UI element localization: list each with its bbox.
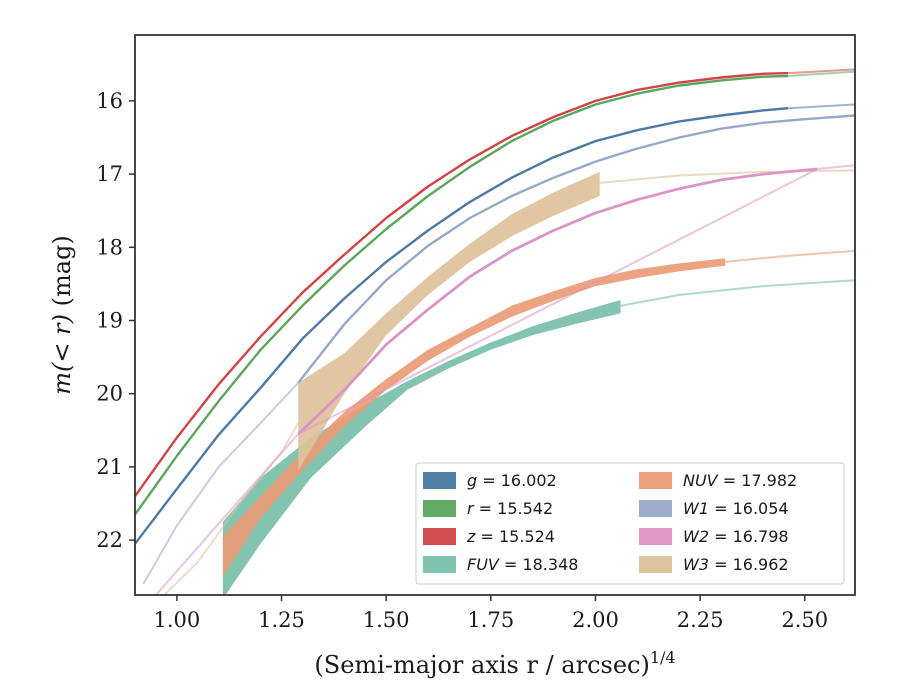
legend-label-fuv: FUV = 18.348 bbox=[467, 555, 578, 574]
legend-label-z: z = 15.524 bbox=[466, 527, 555, 546]
x-axis-title: (Semi-major axis r / arcsec)1/4 bbox=[314, 648, 675, 679]
y-tick-label: 18 bbox=[96, 235, 123, 259]
legend-value: = 15.542 bbox=[474, 499, 554, 518]
series-z-line bbox=[135, 71, 789, 497]
legend-value: = 16.798 bbox=[709, 527, 789, 546]
legend-label-w1: W1 = 16.054 bbox=[683, 499, 789, 518]
legend-label-w2: W2 = 16.798 bbox=[683, 527, 789, 546]
legend-swatch-nuv bbox=[639, 472, 672, 489]
legend-value: = 17.982 bbox=[718, 471, 798, 490]
legend-symbol: FUV bbox=[467, 555, 500, 574]
band-nuv-extension bbox=[725, 249, 855, 263]
y-tick-label: 20 bbox=[96, 382, 123, 406]
legend-label-g: g = 16.002 bbox=[467, 471, 557, 490]
x-tick-label: 1.25 bbox=[258, 608, 305, 632]
series-w2-line bbox=[297, 167, 818, 436]
plot-frame bbox=[134, 34, 856, 596]
legend-symbol: r bbox=[467, 499, 475, 518]
legend-symbol: W1 bbox=[683, 499, 709, 518]
series-r-line bbox=[135, 74, 789, 516]
legend-value: = 18.348 bbox=[499, 555, 579, 574]
y-tick-label: 19 bbox=[96, 308, 123, 332]
series-g-extension bbox=[787, 103, 855, 110]
legend-swatch-w1 bbox=[639, 500, 672, 517]
legend-value: = 16.962 bbox=[709, 555, 789, 574]
legend-label-r: r = 15.542 bbox=[467, 499, 553, 518]
x-tick-label: 2.00 bbox=[572, 608, 619, 632]
legend-symbol: W3 bbox=[683, 555, 709, 574]
legend-value: = 16.002 bbox=[477, 471, 557, 490]
series-w1-extension bbox=[142, 382, 300, 585]
legend-swatch-w3 bbox=[639, 556, 672, 573]
band-w3-extension bbox=[599, 169, 855, 184]
band-w3 bbox=[298, 171, 600, 471]
y-axis-title-symbol: m(< r) bbox=[48, 314, 76, 395]
series-r-extension bbox=[787, 70, 855, 77]
legend-swatch-w2 bbox=[639, 528, 672, 545]
legend-value: = 16.054 bbox=[709, 499, 789, 518]
line-layer bbox=[135, 68, 855, 595]
x-tick-label: 1.75 bbox=[467, 608, 514, 632]
axis-ticks: 1.00 1.25 1.50 1.75 2.00 2.25 2.50 16 17 18 19 20 21… bbox=[96, 89, 828, 632]
y-axis-title: m(< r) (mag) bbox=[48, 235, 76, 395]
y-tick-label: 22 bbox=[96, 528, 123, 552]
x-axis-title-text: (Semi-major axis r / arcsec) bbox=[314, 651, 649, 679]
x-tick-label: 2.25 bbox=[677, 608, 724, 632]
band-fuv-extension bbox=[620, 279, 855, 307]
x-tick-label: 2.50 bbox=[781, 608, 828, 632]
y-tick-label: 21 bbox=[96, 455, 123, 479]
series-g-line bbox=[135, 107, 789, 545]
x-tick-label: 1.00 bbox=[153, 608, 200, 632]
legend-symbol: z bbox=[466, 527, 476, 546]
legend-label-w3: W3 = 16.962 bbox=[683, 555, 789, 574]
series-w1-line bbox=[297, 114, 855, 384]
legend-label-nuv: NUV = 17.982 bbox=[683, 471, 797, 490]
legend-symbol: g bbox=[467, 471, 477, 490]
series-w2-extension bbox=[155, 164, 855, 595]
y-tick-label: 16 bbox=[96, 89, 123, 113]
y-axis-title-unit: (mag) bbox=[48, 235, 76, 314]
x-axis-title-exponent: 1/4 bbox=[650, 648, 676, 667]
legend-symbol: NUV bbox=[683, 471, 719, 490]
legend-swatch-g bbox=[423, 472, 456, 489]
legend-swatch-z bbox=[423, 528, 456, 545]
series-z-extension bbox=[787, 68, 855, 75]
legend-box bbox=[415, 462, 845, 585]
x-tick-label: 1.50 bbox=[363, 608, 410, 632]
legend-symbol: W2 bbox=[683, 527, 709, 546]
band-w3-inner-extension bbox=[163, 422, 300, 595]
legend-swatch-r bbox=[423, 500, 456, 517]
legend-swatch-fuv bbox=[423, 556, 456, 573]
y-tick-label: 17 bbox=[96, 162, 123, 186]
legend-value: = 15.524 bbox=[475, 527, 555, 546]
